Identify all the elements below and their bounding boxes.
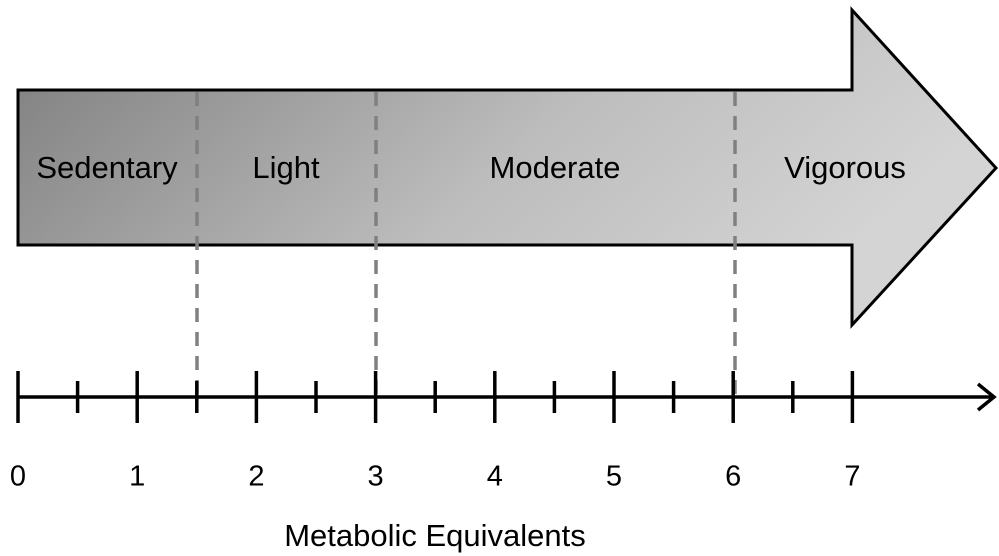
tick-label: 7 <box>844 461 860 493</box>
tick-label: 3 <box>368 461 384 493</box>
tick-label: 4 <box>487 461 503 493</box>
axis-arrowhead <box>976 382 997 412</box>
tick-label: 5 <box>606 461 622 493</box>
axis-title: Metabolic Equivalents <box>284 518 586 553</box>
boundaries <box>195 92 737 395</box>
segment-label: Moderate <box>490 150 621 185</box>
tick-label: 1 <box>129 461 145 493</box>
segment-label: Light <box>252 150 320 185</box>
intensity-arrow <box>16 6 999 329</box>
tick-label: 6 <box>725 461 741 493</box>
tick-label: 2 <box>248 461 264 493</box>
segment-label: Sedentary <box>36 150 178 185</box>
segment-label: Vigorous <box>784 150 906 185</box>
tick-label: 0 <box>10 461 26 493</box>
